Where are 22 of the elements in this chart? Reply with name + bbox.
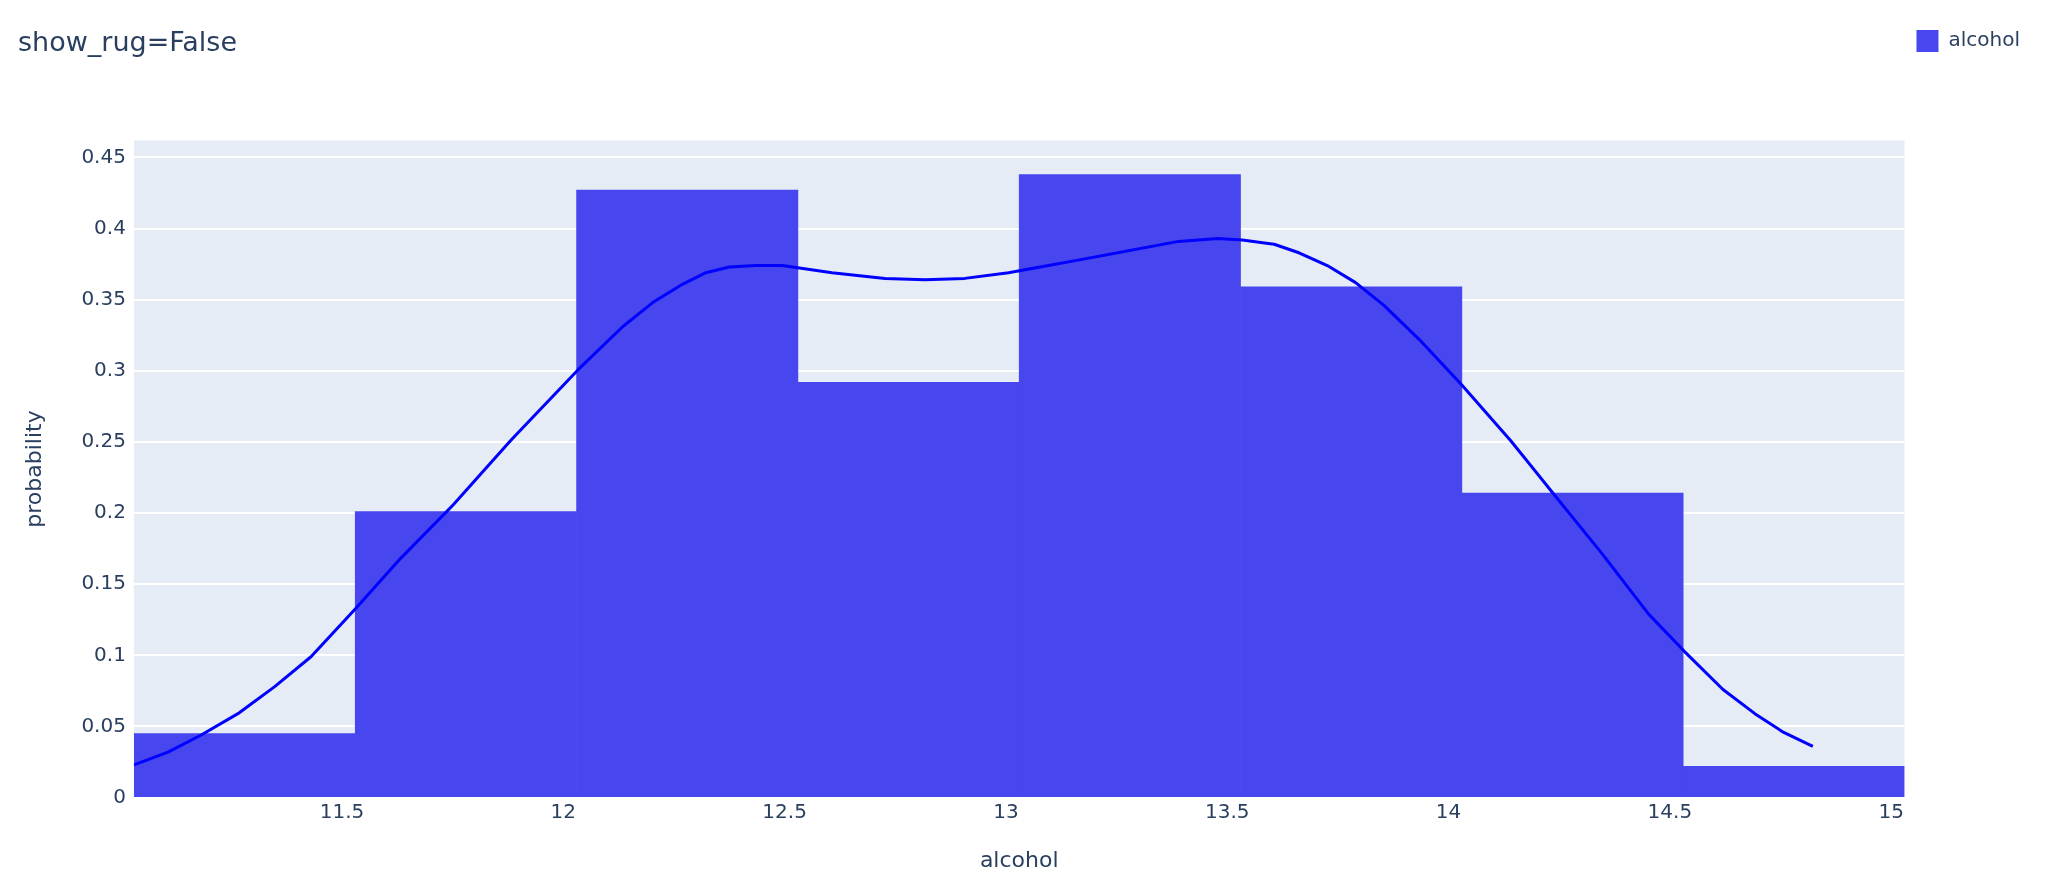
y-axis-title: probability [20, 410, 46, 528]
y-tick-label: 0.35 [81, 285, 126, 310]
y-tick-label: 0.05 [81, 712, 126, 737]
x-tick-label: 13.5 [1204, 798, 1250, 823]
x-tick-label: 12.5 [762, 798, 807, 823]
y-tick-label: 0.1 [94, 641, 126, 666]
x-tick-label: 14.5 [1647, 798, 1693, 823]
y-tick-label: 0.2 [94, 499, 126, 524]
x-tick-label: 11.5 [319, 798, 365, 823]
legend-label: alcohol [1948, 27, 2020, 52]
y-tick-label: 0.4 [94, 214, 126, 239]
y-tick-label: 0.3 [94, 357, 126, 382]
x-tick-label: 14 [1435, 798, 1462, 823]
y-tick-label: 0.45 [81, 143, 126, 168]
x-axis-title: alcohol [979, 846, 1059, 872]
y-tick-label: 0 [113, 783, 126, 808]
x-tick-label: 15 [1878, 798, 1904, 823]
y-tick-label: 0.15 [81, 570, 126, 595]
x-tick-label: 12 [550, 798, 577, 823]
y-tick-label: 0.25 [81, 428, 126, 453]
x-tick-label: 13 [993, 798, 1019, 823]
chart-title: show_rug=False [18, 26, 238, 58]
